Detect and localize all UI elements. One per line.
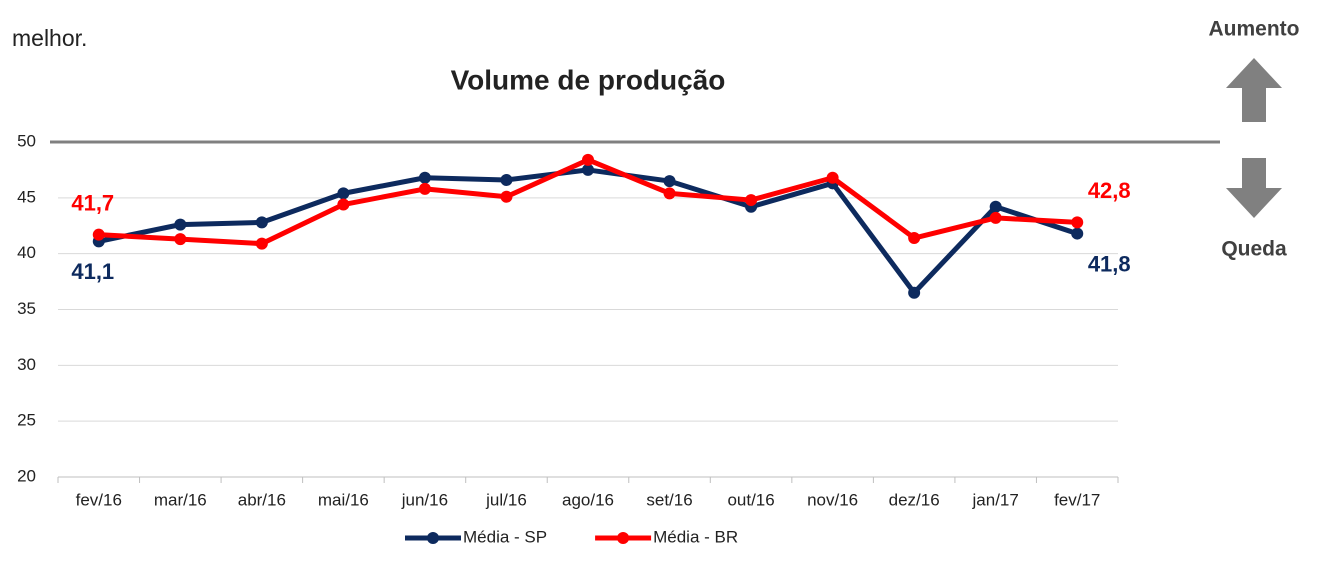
point xyxy=(174,218,187,231)
legend-label: Média - SP xyxy=(463,527,547,546)
y-tick-label: 40 xyxy=(17,243,36,262)
y-tick-label: 35 xyxy=(17,299,36,318)
y-tick-label: 20 xyxy=(17,466,36,485)
y-tick-label: 45 xyxy=(17,187,36,206)
x-tick-label: mar/16 xyxy=(154,490,207,509)
point xyxy=(337,187,350,200)
point xyxy=(500,173,513,186)
annotation-up: Aumento xyxy=(1209,18,1300,41)
data-label: 41,8 xyxy=(1088,251,1131,276)
x-tick-label: mai/16 xyxy=(318,490,369,509)
intro-text: melhor. xyxy=(12,25,87,51)
chart-title: Volume de produção xyxy=(451,64,726,95)
point xyxy=(663,175,676,188)
up-arrow xyxy=(1226,58,1282,122)
legend-label: Média - BR xyxy=(653,527,738,546)
x-tick-label: set/16 xyxy=(646,490,692,509)
annotation-down: Queda xyxy=(1221,238,1287,261)
point xyxy=(1071,227,1084,240)
x-tick-label: nov/16 xyxy=(807,490,858,509)
x-tick-label: ago/16 xyxy=(562,490,614,509)
x-tick-label: dez/16 xyxy=(889,490,940,509)
x-tick-label: fev/17 xyxy=(1054,490,1100,509)
point xyxy=(418,182,431,195)
point xyxy=(989,200,1002,213)
point xyxy=(500,190,513,203)
point xyxy=(337,198,350,211)
down-arrow xyxy=(1226,158,1282,218)
point xyxy=(1071,216,1084,229)
x-tick-label: jul/16 xyxy=(485,490,527,509)
x-tick-label: out/16 xyxy=(727,490,774,509)
point xyxy=(582,153,594,166)
point xyxy=(582,163,594,176)
legend-marker xyxy=(617,532,630,544)
point xyxy=(908,232,921,245)
data-label: 41,7 xyxy=(71,190,114,215)
point xyxy=(174,233,187,246)
y-tick-label: 25 xyxy=(17,411,36,430)
series-line xyxy=(98,167,1079,296)
data-label: 41,1 xyxy=(71,259,114,284)
point xyxy=(255,216,268,229)
point xyxy=(908,286,921,299)
y-tick-label: 50 xyxy=(17,131,36,150)
point xyxy=(989,211,1002,224)
point xyxy=(745,194,758,207)
y-tick-label: 30 xyxy=(17,355,36,374)
x-tick-label: fev/16 xyxy=(76,490,122,509)
x-tick-label: abr/16 xyxy=(238,490,286,509)
x-tick-label: jan/17 xyxy=(972,490,1019,509)
point xyxy=(826,171,839,184)
point xyxy=(255,237,268,250)
point xyxy=(663,187,676,200)
point xyxy=(418,171,431,184)
point xyxy=(92,228,105,241)
data-label: 42,8 xyxy=(1088,178,1131,203)
legend-marker xyxy=(427,532,439,544)
x-tick-label: jun/16 xyxy=(401,490,448,509)
